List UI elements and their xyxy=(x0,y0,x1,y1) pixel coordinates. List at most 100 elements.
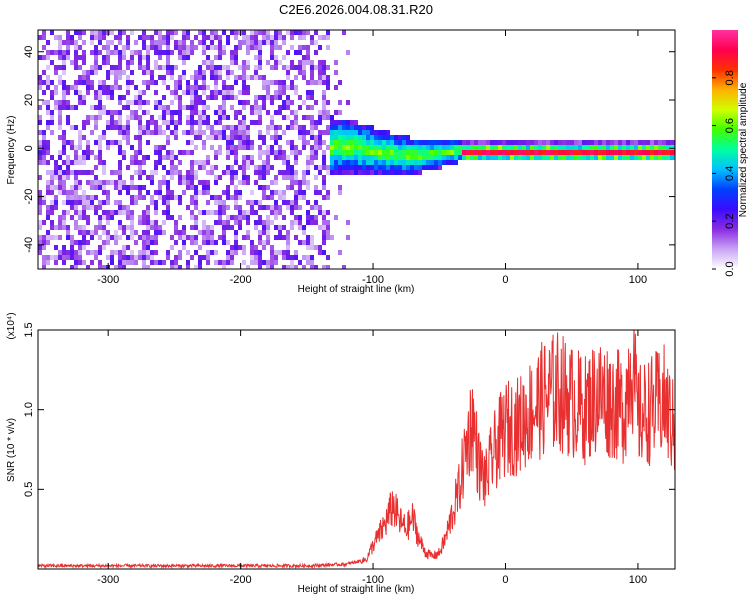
heatmap-cell xyxy=(90,65,94,70)
heatmap-cell xyxy=(98,230,102,235)
heatmap-cell xyxy=(98,105,102,110)
heatmap-cell xyxy=(254,260,258,265)
heatmap-cell xyxy=(186,215,190,220)
heatmap-cell xyxy=(186,195,190,200)
heatmap-cell xyxy=(146,85,150,90)
heatmap-cell xyxy=(382,135,386,140)
heatmap-cell xyxy=(394,140,398,145)
heatmap-cell xyxy=(254,210,258,215)
heatmap-cell xyxy=(50,230,54,235)
heatmap-cell xyxy=(170,75,174,80)
heatmap-cell xyxy=(238,100,242,105)
heatmap-cell xyxy=(294,165,298,170)
heatmap-cell xyxy=(130,175,134,180)
heatmap-cell xyxy=(126,135,130,140)
heatmap-cell xyxy=(294,155,298,160)
heatmap-cell xyxy=(198,245,202,250)
heatmap-cell xyxy=(274,55,278,60)
heatmap-cell xyxy=(158,135,162,140)
heatmap-cell xyxy=(54,50,58,55)
heatmap-cell xyxy=(302,160,306,165)
heatmap-cell xyxy=(662,145,666,150)
heatmap-cell xyxy=(114,210,118,215)
heatmap-cell xyxy=(186,200,190,205)
heatmap-cell xyxy=(54,100,58,105)
heatmap-cell xyxy=(158,185,162,190)
heatmap-cell xyxy=(110,85,114,90)
heatmap-cell xyxy=(70,240,74,245)
heatmap-cell xyxy=(62,100,66,105)
heatmap-cell xyxy=(122,135,126,140)
heatmap-cell xyxy=(94,230,98,235)
heatmap-cell xyxy=(78,135,82,140)
heatmap-cell xyxy=(106,35,110,40)
heatmap-cell xyxy=(282,225,286,230)
heatmap-cell xyxy=(326,220,330,225)
heatmap-cell xyxy=(106,120,110,125)
heatmap-cell xyxy=(122,65,126,70)
heatmap-cell xyxy=(306,200,310,205)
heatmap-cell xyxy=(134,185,138,190)
heatmap-cell xyxy=(126,35,130,40)
heatmap-cell xyxy=(274,50,278,55)
heatmap-cell xyxy=(182,70,186,75)
heatmap-cell xyxy=(166,30,170,35)
heatmap-cell xyxy=(618,155,622,160)
heatmap-cell xyxy=(138,215,142,220)
heatmap-cell xyxy=(298,225,302,230)
heatmap-cell xyxy=(638,155,642,160)
heatmap-cell xyxy=(318,45,322,50)
heatmap-cell xyxy=(318,105,322,110)
heatmap-cell xyxy=(298,195,302,200)
heatmap-cell xyxy=(86,95,90,100)
heatmap-cell xyxy=(566,150,570,155)
heatmap-cell xyxy=(290,80,294,85)
heatmap-cell xyxy=(90,160,94,165)
heatmap-cell xyxy=(46,85,50,90)
heatmap-cell xyxy=(254,165,258,170)
heatmap-cell xyxy=(322,240,326,245)
heatmap-cell xyxy=(102,95,106,100)
heatmap-cell xyxy=(78,240,82,245)
heatmap-cell xyxy=(210,240,214,245)
heatmap-cell xyxy=(86,70,90,75)
heatmap-cell xyxy=(282,65,286,70)
heatmap-cell xyxy=(150,75,154,80)
heatmap-cell xyxy=(62,235,66,240)
heatmap-cell xyxy=(110,130,114,135)
heatmap-cell xyxy=(314,30,318,35)
heatmap-cell xyxy=(90,180,94,185)
heatmap-cell xyxy=(546,140,550,145)
heatmap-cell xyxy=(342,170,346,175)
heatmap-cell xyxy=(366,170,370,175)
heatmap-cell xyxy=(90,260,94,265)
heatmap-cell xyxy=(206,260,210,265)
heatmap-cell xyxy=(90,85,94,90)
heatmap-cell xyxy=(82,240,86,245)
heatmap-cell xyxy=(162,165,166,170)
heatmap-cell xyxy=(62,130,66,135)
heatmap-cell xyxy=(286,240,290,245)
heatmap-cell xyxy=(310,95,314,100)
heatmap-cell xyxy=(58,110,62,115)
heatmap-cell xyxy=(230,175,234,180)
heatmap-cell xyxy=(218,105,222,110)
heatmap-cell xyxy=(194,180,198,185)
heatmap-cell xyxy=(118,95,122,100)
heatmap-cell xyxy=(278,215,282,220)
heatmap-cell xyxy=(118,145,122,150)
heatmap-cell xyxy=(390,135,394,140)
heatmap-cell xyxy=(314,260,318,265)
heatmap-cell xyxy=(130,255,134,260)
heatmap-cell xyxy=(306,135,310,140)
heatmap-cell xyxy=(478,145,482,150)
heatmap-cell xyxy=(210,235,214,240)
heatmap-cell xyxy=(194,185,198,190)
heatmap-cell xyxy=(278,150,282,155)
heatmap-cell xyxy=(170,95,174,100)
heatmap-cell xyxy=(186,250,190,255)
heatmap-cell xyxy=(110,80,114,85)
heatmap-cell xyxy=(210,205,214,210)
heatmap-cell xyxy=(246,50,250,55)
heatmap-cell xyxy=(254,65,258,70)
